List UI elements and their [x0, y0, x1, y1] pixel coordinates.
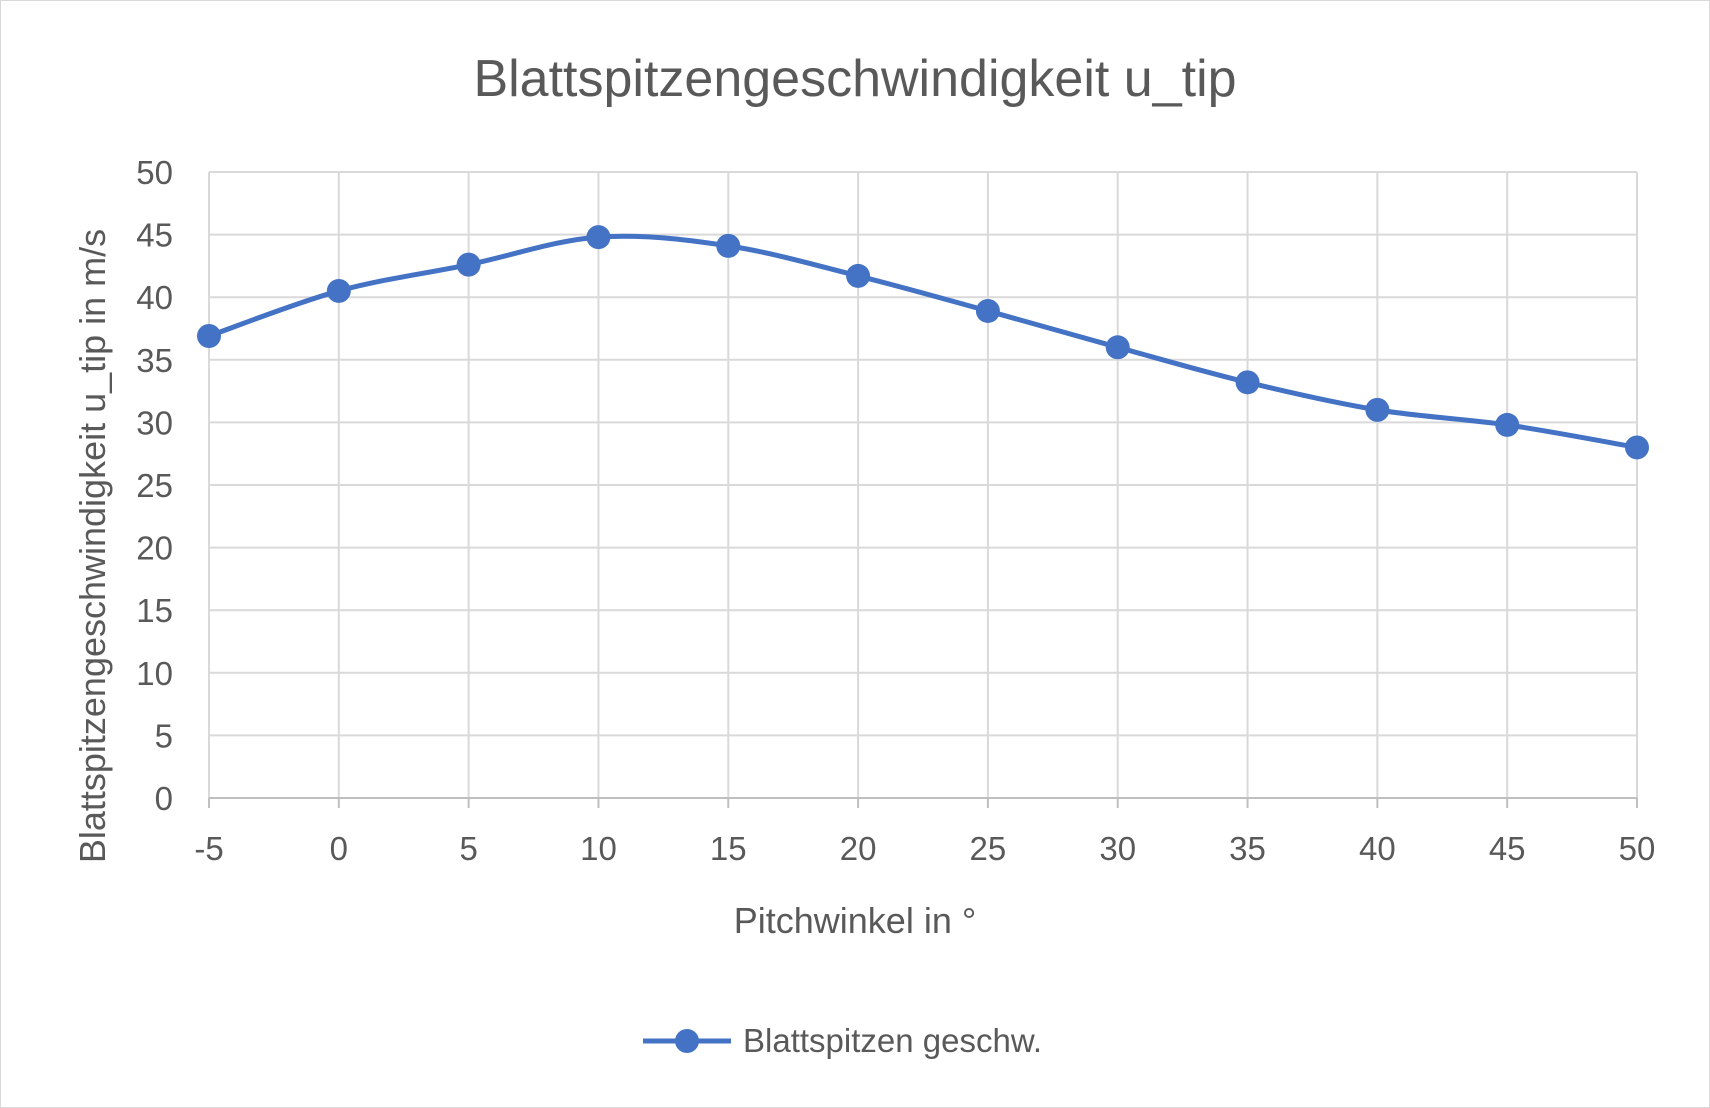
- x-axis-title: Pitchwinkel in °: [734, 900, 977, 941]
- y-tick-label: 30: [136, 404, 173, 441]
- y-tick-labels: 0 5 10 15 20 25 30 35 40 45 50: [136, 154, 173, 817]
- y-tick-label: 40: [136, 279, 173, 316]
- x-tick-label: 45: [1489, 830, 1526, 867]
- data-point: [975, 298, 1000, 323]
- legend-label: Blattspitzen geschw.: [743, 1022, 1042, 1059]
- y-axis-title: Blattspitzengeschwindigkeit u_tip in m/s: [72, 229, 113, 863]
- data-point: [586, 225, 611, 250]
- y-tick-label: 25: [136, 467, 173, 504]
- x-tick-label: 0: [330, 830, 348, 867]
- data-point: [197, 324, 221, 349]
- data-point: [1365, 397, 1390, 422]
- y-tick-label: 35: [136, 342, 173, 379]
- x-tick-label: 35: [1229, 830, 1266, 867]
- y-tick-label: 20: [136, 530, 173, 567]
- series-line: [206, 233, 1640, 450]
- x-tick-label: 10: [580, 830, 617, 867]
- data-point: [1105, 335, 1130, 360]
- y-tick-label: 15: [136, 592, 173, 629]
- grid: [208, 171, 1638, 798]
- y-tick-label: 10: [136, 655, 173, 692]
- axes: [208, 797, 1638, 808]
- x-tick-label: 30: [1099, 830, 1136, 867]
- data-point: [1235, 370, 1260, 395]
- x-tick-label: 20: [840, 830, 877, 867]
- x-tick-label: 5: [459, 830, 477, 867]
- data-point: [846, 263, 871, 288]
- y-tick-label: 50: [136, 154, 173, 191]
- y-tick-label: 45: [136, 217, 173, 254]
- data-point: [1625, 435, 1649, 460]
- y-tick-label: 0: [155, 780, 173, 817]
- data-point: [1495, 412, 1520, 437]
- data-point: [716, 233, 741, 258]
- x-tick-labels: -5 0 5 10 15 20 25 30 35 40 45 50: [194, 830, 1655, 867]
- x-tick-label: 25: [970, 830, 1007, 867]
- data-point: [456, 252, 481, 277]
- series: [197, 225, 1649, 460]
- x-tick-label: 15: [710, 830, 747, 867]
- data-point: [326, 278, 351, 303]
- legend: Blattspitzen geschw.: [643, 1022, 1042, 1059]
- legend-point-marker: [675, 1029, 699, 1053]
- x-tick-label: -5: [194, 830, 223, 867]
- chart-title: Blattspitzengeschwindigkeit u_tip: [473, 50, 1236, 108]
- x-tick-label: 40: [1359, 830, 1396, 867]
- y-tick-label: 5: [155, 717, 173, 754]
- x-tick-label: 50: [1619, 830, 1656, 867]
